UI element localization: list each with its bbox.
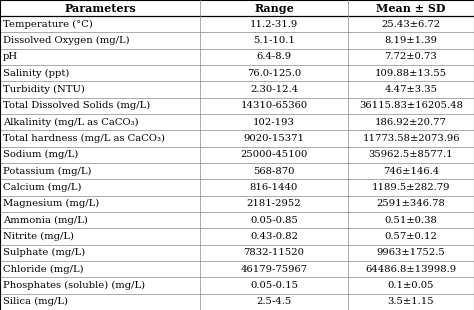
Text: 9020-15371: 9020-15371: [244, 134, 304, 143]
Text: Alkalinity (mg/L as CaCO₃): Alkalinity (mg/L as CaCO₃): [3, 117, 138, 127]
Text: Calcium (mg/L): Calcium (mg/L): [3, 183, 82, 192]
Text: 0.1±0.05: 0.1±0.05: [388, 281, 434, 290]
Text: 2.5-4.5: 2.5-4.5: [256, 297, 292, 306]
Text: Sodium (mg/L): Sodium (mg/L): [3, 150, 78, 159]
Text: Mean ± SD: Mean ± SD: [376, 2, 446, 14]
Text: Ammonia (mg/L): Ammonia (mg/L): [3, 215, 88, 225]
Text: 8.19±1.39: 8.19±1.39: [384, 36, 438, 45]
Text: 36115.83±16205.48: 36115.83±16205.48: [359, 101, 463, 110]
Text: Chloride (mg/L): Chloride (mg/L): [3, 265, 83, 274]
Text: Total hardness (mg/L as CaCO₃): Total hardness (mg/L as CaCO₃): [3, 134, 165, 143]
Text: 2181-2952: 2181-2952: [246, 199, 301, 208]
Text: Phosphates (soluble) (mg/L): Phosphates (soluble) (mg/L): [3, 281, 145, 290]
Text: Nitrite (mg/L): Nitrite (mg/L): [3, 232, 74, 241]
Text: 102-193: 102-193: [253, 118, 295, 127]
Text: Parameters: Parameters: [64, 2, 136, 14]
Text: Salinity (ppt): Salinity (ppt): [3, 69, 69, 78]
Text: Range: Range: [254, 2, 294, 14]
Text: Magnesium (mg/L): Magnesium (mg/L): [3, 199, 99, 208]
Text: 0.51±0.38: 0.51±0.38: [384, 216, 438, 225]
Text: 64486.8±13998.9: 64486.8±13998.9: [365, 265, 456, 274]
Text: 0.57±0.12: 0.57±0.12: [384, 232, 438, 241]
Text: Silica (mg/L): Silica (mg/L): [3, 297, 68, 306]
Text: 7.72±0.73: 7.72±0.73: [384, 52, 438, 61]
Text: 186.92±20.77: 186.92±20.77: [375, 118, 447, 127]
Text: 11773.58±2073.96: 11773.58±2073.96: [362, 134, 460, 143]
Text: pH: pH: [3, 52, 18, 61]
Text: 3.5±1.15: 3.5±1.15: [388, 297, 434, 306]
Text: 568-870: 568-870: [253, 167, 295, 176]
Text: Turbidity (NTU): Turbidity (NTU): [3, 85, 85, 94]
Text: 6.4-8.9: 6.4-8.9: [256, 52, 292, 61]
Text: 25.43±6.72: 25.43±6.72: [382, 20, 440, 29]
Text: 0.05-0.15: 0.05-0.15: [250, 281, 298, 290]
Text: 76.0-125.0: 76.0-125.0: [247, 69, 301, 78]
Text: Dissolved Oxygen (mg/L): Dissolved Oxygen (mg/L): [3, 36, 129, 45]
Text: 14310-65360: 14310-65360: [240, 101, 308, 110]
Text: 2591±346.78: 2591±346.78: [376, 199, 446, 208]
Text: Total Dissolved Solids (mg/L): Total Dissolved Solids (mg/L): [3, 101, 150, 110]
Text: 0.43-0.82: 0.43-0.82: [250, 232, 298, 241]
Text: 9963±1752.5: 9963±1752.5: [377, 248, 446, 257]
Text: 11.2-31.9: 11.2-31.9: [250, 20, 298, 29]
Text: 1189.5±282.79: 1189.5±282.79: [372, 183, 450, 192]
Text: 746±146.4: 746±146.4: [383, 167, 439, 176]
Text: 35962.5±8577.1: 35962.5±8577.1: [369, 150, 453, 159]
Text: 7832-11520: 7832-11520: [244, 248, 304, 257]
Text: 816-1440: 816-1440: [250, 183, 298, 192]
Text: 0.05-0.85: 0.05-0.85: [250, 216, 298, 225]
Text: 46179-75967: 46179-75967: [240, 265, 308, 274]
Text: Sulphate (mg/L): Sulphate (mg/L): [3, 248, 85, 257]
Text: 4.47±3.35: 4.47±3.35: [384, 85, 438, 94]
Text: 5.1-10.1: 5.1-10.1: [253, 36, 295, 45]
Text: 2.30-12.4: 2.30-12.4: [250, 85, 298, 94]
Text: Temperature (°C): Temperature (°C): [3, 20, 93, 29]
Text: 109.88±13.55: 109.88±13.55: [375, 69, 447, 78]
Text: Potassium (mg/L): Potassium (mg/L): [3, 166, 91, 176]
Text: 25000-45100: 25000-45100: [240, 150, 308, 159]
